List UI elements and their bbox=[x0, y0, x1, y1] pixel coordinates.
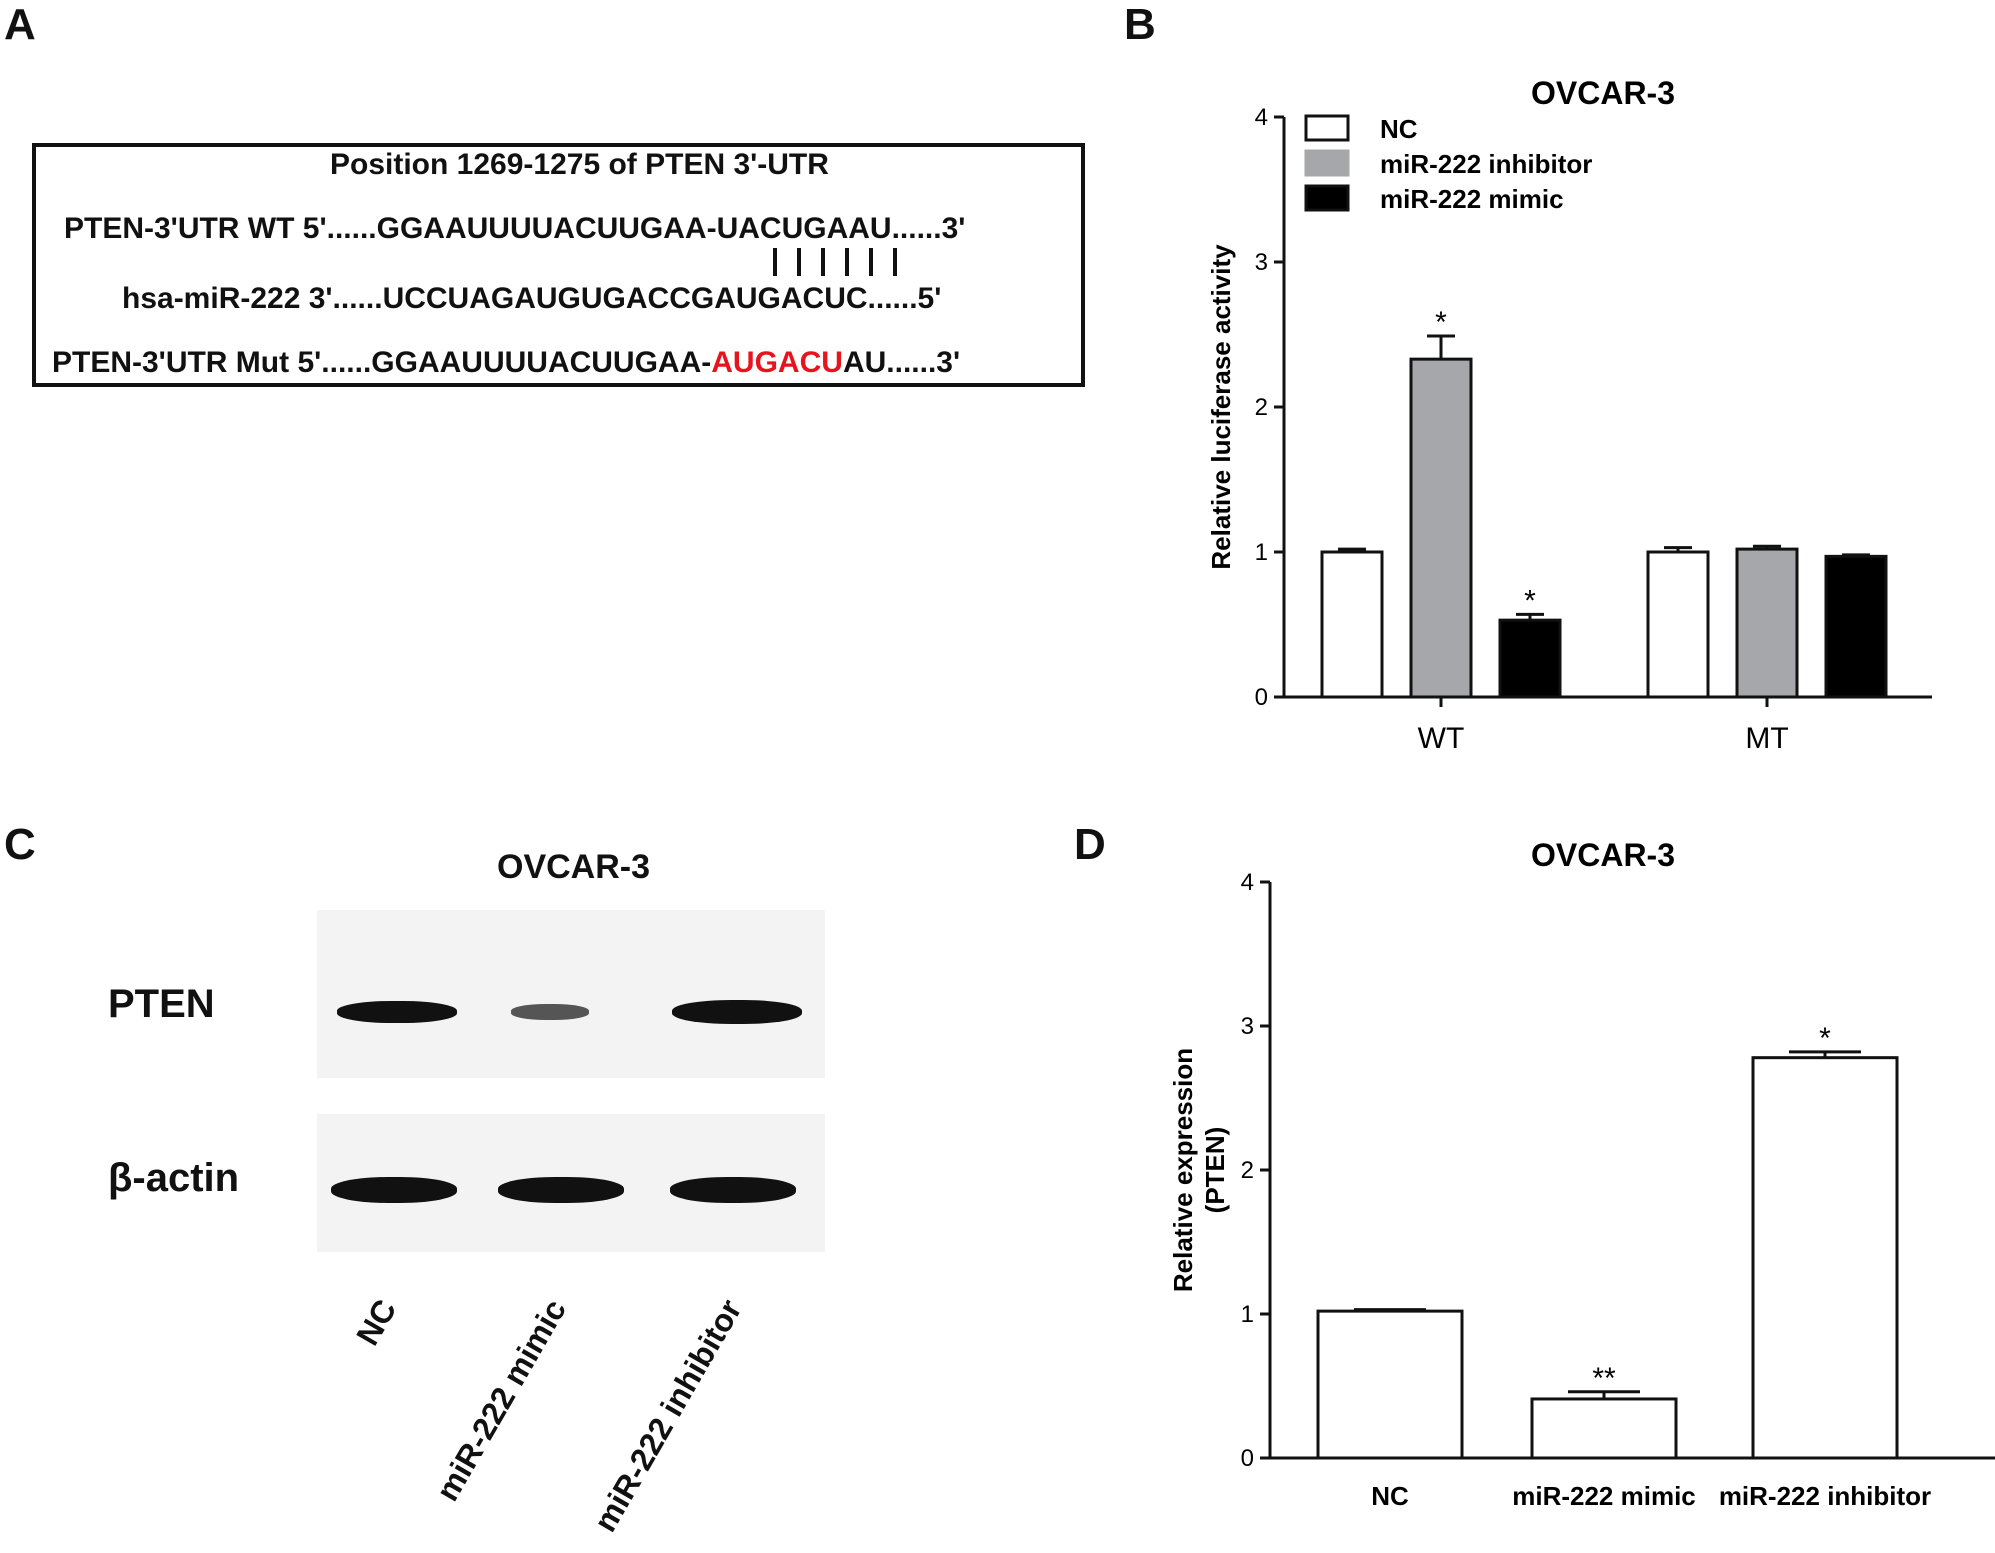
legend-swatch bbox=[1304, 184, 1350, 212]
blot-label-pten: PTEN bbox=[108, 982, 215, 1026]
sequence-alignment-box bbox=[32, 143, 1085, 387]
chart-title: OVCAR-3 bbox=[1531, 75, 1675, 111]
y-tick-label: 0 bbox=[1255, 684, 1268, 711]
bar bbox=[1320, 550, 1384, 699]
x-tick-label: MT bbox=[1745, 722, 1788, 755]
y-tick-label: 2 bbox=[1241, 1157, 1254, 1184]
significance-marker: * bbox=[1435, 306, 1447, 339]
mut-sequence-prefix: PTEN-3'UTR Mut 5'......GGAAUUUUACUUGAA- bbox=[52, 346, 712, 379]
y-tick-label: 0 bbox=[1241, 1445, 1254, 1472]
x-tick-label: miR-222 inhibitor bbox=[1719, 1481, 1931, 1511]
y-axis-label: Relative luciferase activity bbox=[1206, 244, 1236, 570]
actin-band bbox=[498, 1177, 624, 1203]
pten-band bbox=[336, 1001, 458, 1023]
mir-222-sequence: hsa-miR-222 3'......UCCUAGAUGUGACCGAUGAC… bbox=[122, 282, 942, 315]
panel-label-a: A bbox=[4, 0, 36, 49]
blot-title: OVCAR-3 bbox=[497, 848, 651, 886]
bar bbox=[1316, 1309, 1464, 1460]
blot-strip-pten bbox=[317, 910, 825, 1078]
legend-label: miR-222 mimic bbox=[1380, 184, 1564, 214]
y-tick-label: 3 bbox=[1241, 1013, 1254, 1040]
mut-sequence-suffix: AU......3' bbox=[842, 346, 961, 379]
bar bbox=[1735, 547, 1799, 699]
bar bbox=[1409, 357, 1473, 699]
y-tick-label: 2 bbox=[1255, 394, 1268, 421]
x-tick-label: miR-222 mimic bbox=[1512, 1481, 1696, 1511]
pten-band bbox=[511, 1004, 589, 1020]
bar bbox=[1498, 618, 1562, 699]
panel-label-b: B bbox=[1124, 0, 1156, 49]
chart-title: OVCAR-3 bbox=[1531, 837, 1675, 873]
pten-band bbox=[672, 1000, 802, 1024]
bar bbox=[1530, 1397, 1678, 1460]
y-axis-label: Relative expression(PTEN) bbox=[1168, 1048, 1230, 1292]
pten-wt-sequence: PTEN-3'UTR WT 5'......GGAAUUUUACUUGAA-UA… bbox=[64, 212, 966, 245]
mut-site-highlight: AUGACU bbox=[711, 346, 843, 379]
legend-label: miR-222 inhibitor bbox=[1380, 149, 1592, 179]
actin-band bbox=[670, 1177, 796, 1203]
y-tick-label: 1 bbox=[1241, 1301, 1254, 1328]
x-tick-label: NC bbox=[1371, 1481, 1409, 1511]
y-tick-label: 3 bbox=[1255, 249, 1268, 276]
y-tick-label: 1 bbox=[1255, 539, 1268, 566]
alignment-title: Position 1269-1275 of PTEN 3'-UTR bbox=[330, 148, 829, 181]
legend-label: NC bbox=[1380, 114, 1418, 144]
legend-swatch bbox=[1304, 149, 1350, 177]
panel-label-c: C bbox=[4, 820, 36, 869]
bar bbox=[1751, 1056, 1899, 1460]
significance-marker: ** bbox=[1592, 1362, 1616, 1395]
pten-mut-sequence: PTEN-3'UTR Mut 5'......GGAAUUUUACUUGAA-A… bbox=[52, 346, 960, 380]
x-tick-label: WT bbox=[1418, 722, 1465, 755]
significance-marker: * bbox=[1524, 584, 1536, 617]
y-tick-label: 4 bbox=[1241, 869, 1254, 896]
significance-marker: * bbox=[1819, 1022, 1831, 1055]
y-tick-label: 4 bbox=[1255, 104, 1268, 131]
blot-label-actin: β-actin bbox=[108, 1156, 240, 1200]
legend-swatch bbox=[1304, 114, 1350, 142]
actin-band bbox=[331, 1177, 457, 1203]
panel-label-d: D bbox=[1074, 820, 1106, 869]
